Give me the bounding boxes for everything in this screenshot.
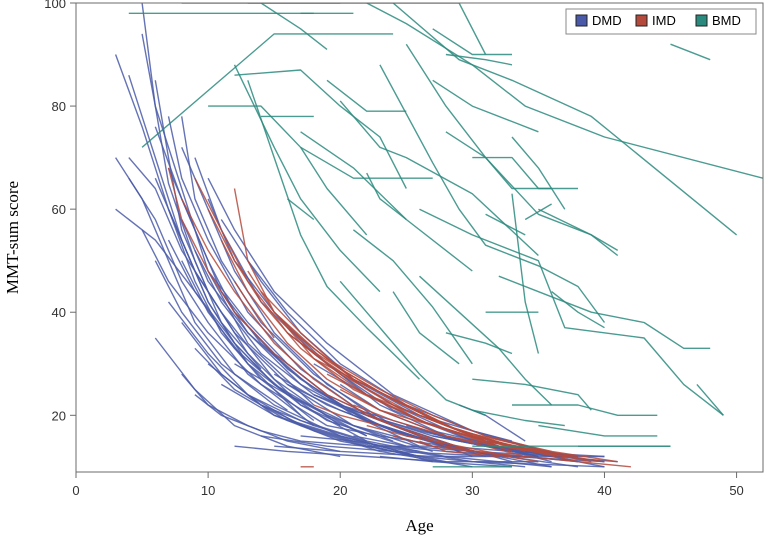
dmd-legend-label: DMD	[592, 13, 622, 28]
dmd-trajectory-62	[379, 455, 513, 468]
x-tick-label: 0	[72, 483, 79, 498]
dmd-trajectory-40	[234, 445, 539, 463]
bmd-trajectory-34	[445, 332, 513, 355]
dmd-trajectory-41	[260, 435, 499, 458]
x-tick-label: 20	[333, 483, 347, 498]
bmd-trajectory-42	[511, 193, 540, 354]
imd-trajectory-17	[366, 424, 513, 458]
bmd-trajectory-47	[392, 291, 460, 365]
plot-frame	[75, 2, 764, 473]
imd-trajectory-15	[353, 404, 565, 458]
bmd-trajectory-24	[472, 156, 578, 190]
bmd-trajectory-11	[233, 64, 381, 293]
bmd-trajectory-26	[379, 64, 606, 323]
y-axis: 20 40 60 80 100	[44, 0, 76, 423]
bmd-trajectory-40	[670, 43, 711, 61]
bmd-trajectory-31	[538, 208, 619, 252]
bmd-trajectory-14	[339, 280, 486, 416]
y-tick-label: 60	[52, 202, 66, 217]
bmd-trajectory-16	[300, 146, 433, 179]
imd-trajectory-21	[419, 440, 499, 458]
bmd-trajectory-20	[392, 3, 738, 236]
dmd-trajectory-15	[207, 177, 565, 458]
dmd-trajectory-23	[233, 311, 579, 468]
y-tick-label: 20	[52, 408, 66, 423]
bmd-trajectory-7	[234, 69, 407, 189]
imd-legend-swatch	[635, 14, 648, 27]
bmd-trajectory-12	[300, 131, 473, 272]
bmd-trajectory-25	[445, 131, 619, 257]
imd-trajectory-20	[313, 404, 381, 427]
bmd-trajectory-35	[472, 378, 592, 411]
dmd-trajectory-4	[141, 3, 262, 370]
bmd-trajectory-30	[432, 79, 539, 133]
imd-trajectory-13	[326, 373, 539, 453]
y-axis-title: MMT-sum score	[3, 181, 22, 294]
bmd-trajectory-21	[432, 28, 512, 56]
bmd-trajectory-22	[405, 43, 552, 190]
imd-trajectory-1	[167, 167, 473, 453]
y-tick-label: 100	[44, 0, 66, 11]
bmd-trajectory-17	[326, 79, 407, 112]
bmd-trajectory-27	[498, 275, 711, 349]
dmd-trajectory-43	[300, 435, 420, 453]
bmd-trajectory-29	[511, 136, 566, 210]
dmd-trajectory-29	[220, 383, 526, 468]
dmd-trajectory-54	[207, 198, 552, 463]
x-axis: 0 10 20 30 40 50	[72, 472, 744, 498]
legend: DMD IMD BMD	[565, 8, 757, 35]
bmd-trajectory-37	[538, 424, 658, 437]
bmd-trajectory-15	[286, 198, 315, 221]
bmd-trajectory-5	[141, 33, 394, 148]
x-tick-label: 30	[465, 483, 479, 498]
bmd-trajectory-23	[445, 53, 513, 66]
bmd-trajectory-6	[260, 3, 328, 50]
bmd-trajectory-45	[524, 203, 552, 221]
imd-trajectory-12	[313, 357, 526, 447]
imd-legend-label: IMD	[652, 13, 676, 28]
bmd-trajectory-41	[696, 383, 724, 416]
imd-trajectory-6	[220, 239, 631, 468]
dmd-trajectory-52	[154, 177, 407, 447]
y-tick-label: 40	[52, 305, 66, 320]
bmd-trajectory-49	[472, 409, 565, 427]
y-tick-label: 80	[52, 99, 66, 114]
legend-box	[565, 8, 757, 35]
imd-trajectory-19	[233, 280, 275, 339]
bmd-trajectory-46	[458, 3, 487, 55]
dmd-trajectory-38	[194, 394, 446, 447]
dmd-trajectory-19	[141, 229, 328, 427]
x-tick-label: 40	[597, 483, 611, 498]
bmd-trajectory-19	[366, 3, 763, 179]
bmd-trajectory-9	[247, 80, 420, 380]
imd-trajectory-18	[392, 435, 526, 458]
dmd-trajectory-39	[181, 373, 341, 453]
imd-trajectory-4	[207, 208, 605, 463]
bmd-trajectory-13	[352, 229, 473, 365]
x-tick-label: 10	[201, 483, 215, 498]
dmd-trajectory-30	[247, 394, 552, 468]
plot-lines	[114, 3, 763, 468]
imd-trajectory-14	[339, 388, 552, 453]
bmd-trajectory-18	[339, 100, 539, 257]
dmd-trajectory-27	[194, 347, 433, 463]
dmd-legend-swatch	[575, 14, 588, 27]
dmd-trajectory-51	[181, 260, 367, 437]
bmd-trajectory-36	[512, 404, 658, 416]
bmd-legend-swatch	[695, 14, 708, 27]
x-tick-label: 50	[729, 483, 743, 498]
bmd-trajectory-8	[208, 105, 368, 236]
dmd-trajectory-24	[154, 337, 341, 458]
bmd-trajectory-44	[485, 213, 526, 236]
bmd-trajectory-43	[366, 172, 407, 221]
bmd-trajectory-48	[551, 291, 605, 329]
x-axis-title: Age	[405, 516, 433, 535]
bmd-legend-label: BMD	[712, 13, 741, 28]
bmd-trajectory-28	[419, 208, 724, 416]
dmd-trajectory-28	[207, 363, 473, 468]
